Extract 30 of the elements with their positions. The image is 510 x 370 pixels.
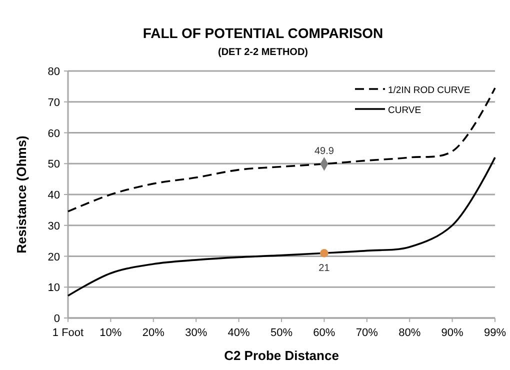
chart-subtitle: (DET 2-2 METHOD) [218, 47, 308, 58]
x-tick-label: 1 Foot [52, 327, 84, 339]
y-tick-label: 20 [48, 251, 60, 264]
legend-label: 1/2IN ROD CURVE [388, 85, 470, 96]
y-tick-label: 70 [48, 96, 60, 109]
x-tick-label: 70% [356, 327, 378, 339]
y-tick-label: 10 [48, 282, 60, 294]
y-tick-label: 60 [48, 128, 60, 140]
x-tick-label: 50% [270, 327, 293, 339]
y-tick-label: 40 [48, 190, 60, 202]
line-series [67, 87, 496, 212]
x-tick-label: 10% [100, 327, 122, 339]
x-axis-title: C2 Probe Distance [224, 348, 339, 363]
line-series [67, 156, 496, 297]
y-axis-title: Resistance (Ohms) [14, 136, 29, 254]
x-tick-label: 40% [228, 327, 250, 339]
data-label: 21 [318, 263, 330, 274]
data-label: 49.9 [314, 146, 334, 157]
x-tick-label: 99% [484, 327, 506, 339]
x-tick-label: 80% [398, 327, 421, 339]
y-tick-label: 30 [48, 220, 60, 232]
y-tick-label: 0 [54, 313, 60, 325]
x-tick-label: 60% [313, 327, 336, 339]
y-tick-label: 80 [48, 66, 60, 78]
x-tick-label: 90% [441, 327, 464, 339]
x-tick-label: 30% [185, 327, 208, 339]
chart-title: FALL OF POTENTIAL COMPARISON [142, 25, 384, 41]
y-tick-label: 50 [48, 158, 60, 171]
legend-label: CURVE [388, 105, 422, 116]
x-tick-label: 20% [142, 327, 165, 339]
